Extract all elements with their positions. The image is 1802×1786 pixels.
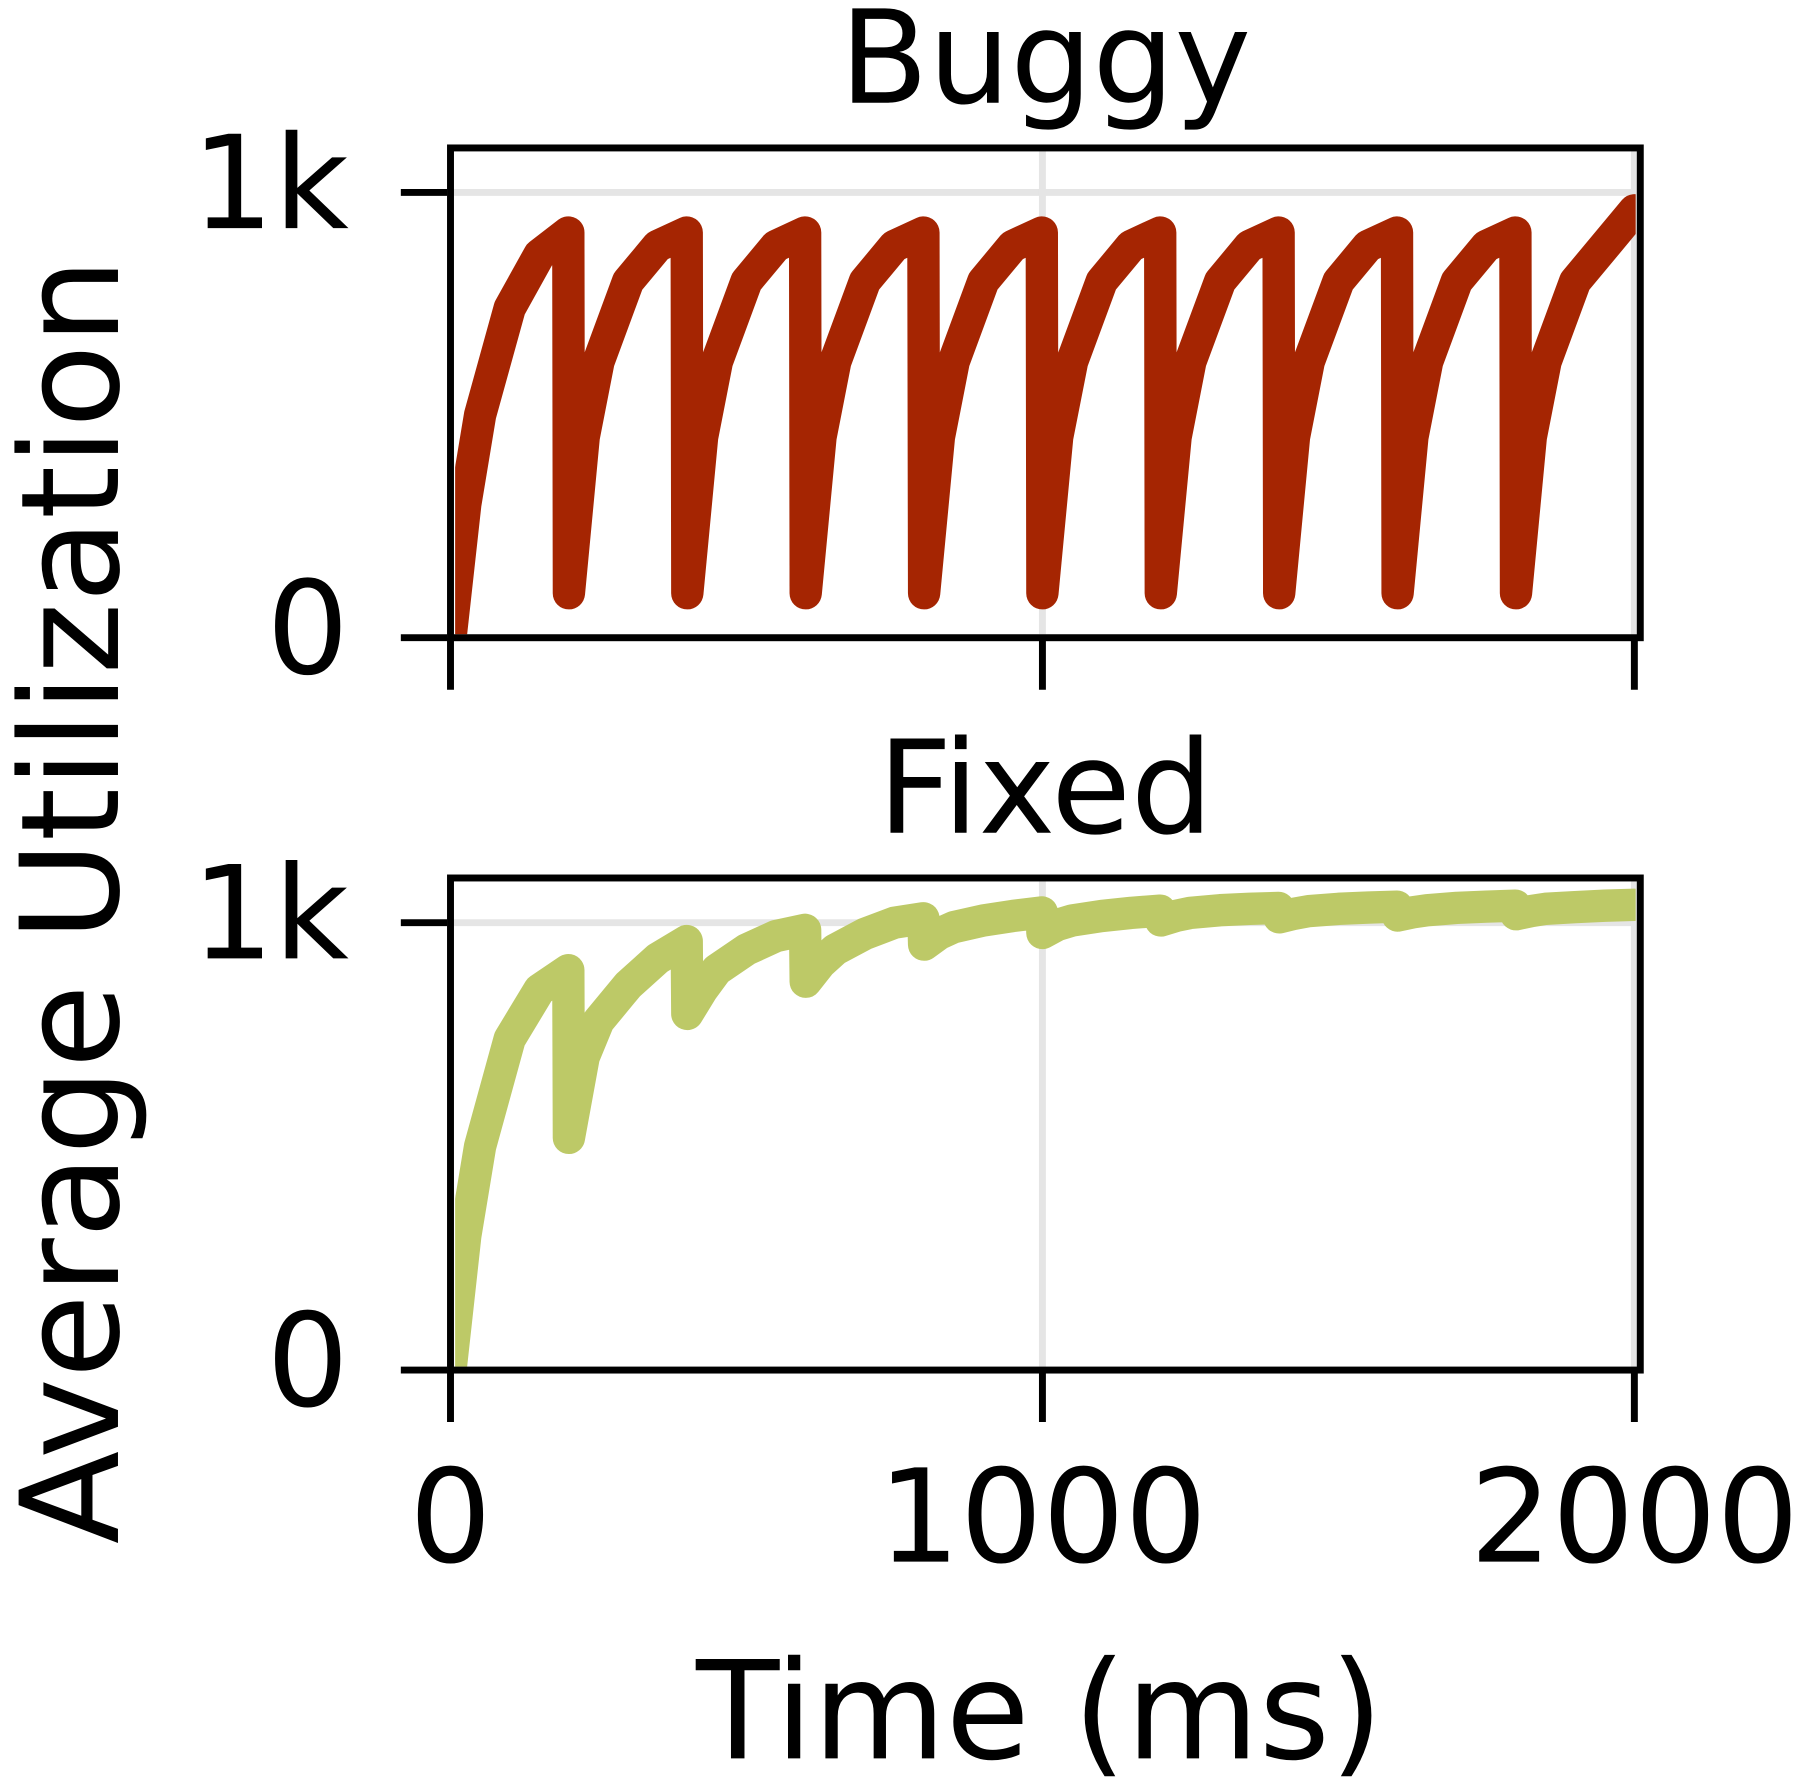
chart-title: Fixed [878,713,1213,864]
x-tick-label: 2000 [1470,1442,1799,1593]
x-tick-label: 1000 [878,1442,1207,1593]
y-axis-label: Average Utilization [0,258,151,1544]
x-axis-label: Time (ms) [695,1632,1383,1786]
y-tick-label: 0 [267,553,349,704]
plot-frame [447,144,1644,642]
x-tick-label: 0 [409,1442,491,1593]
line [455,888,1636,1367]
plot-frame [447,874,1644,1374]
y-tick-label: 1k [192,108,349,259]
y-tick-label: 1k [192,838,349,989]
y-tick-label: 0 [267,1286,349,1437]
line [455,194,1636,635]
chart-title: Buggy [840,0,1252,134]
